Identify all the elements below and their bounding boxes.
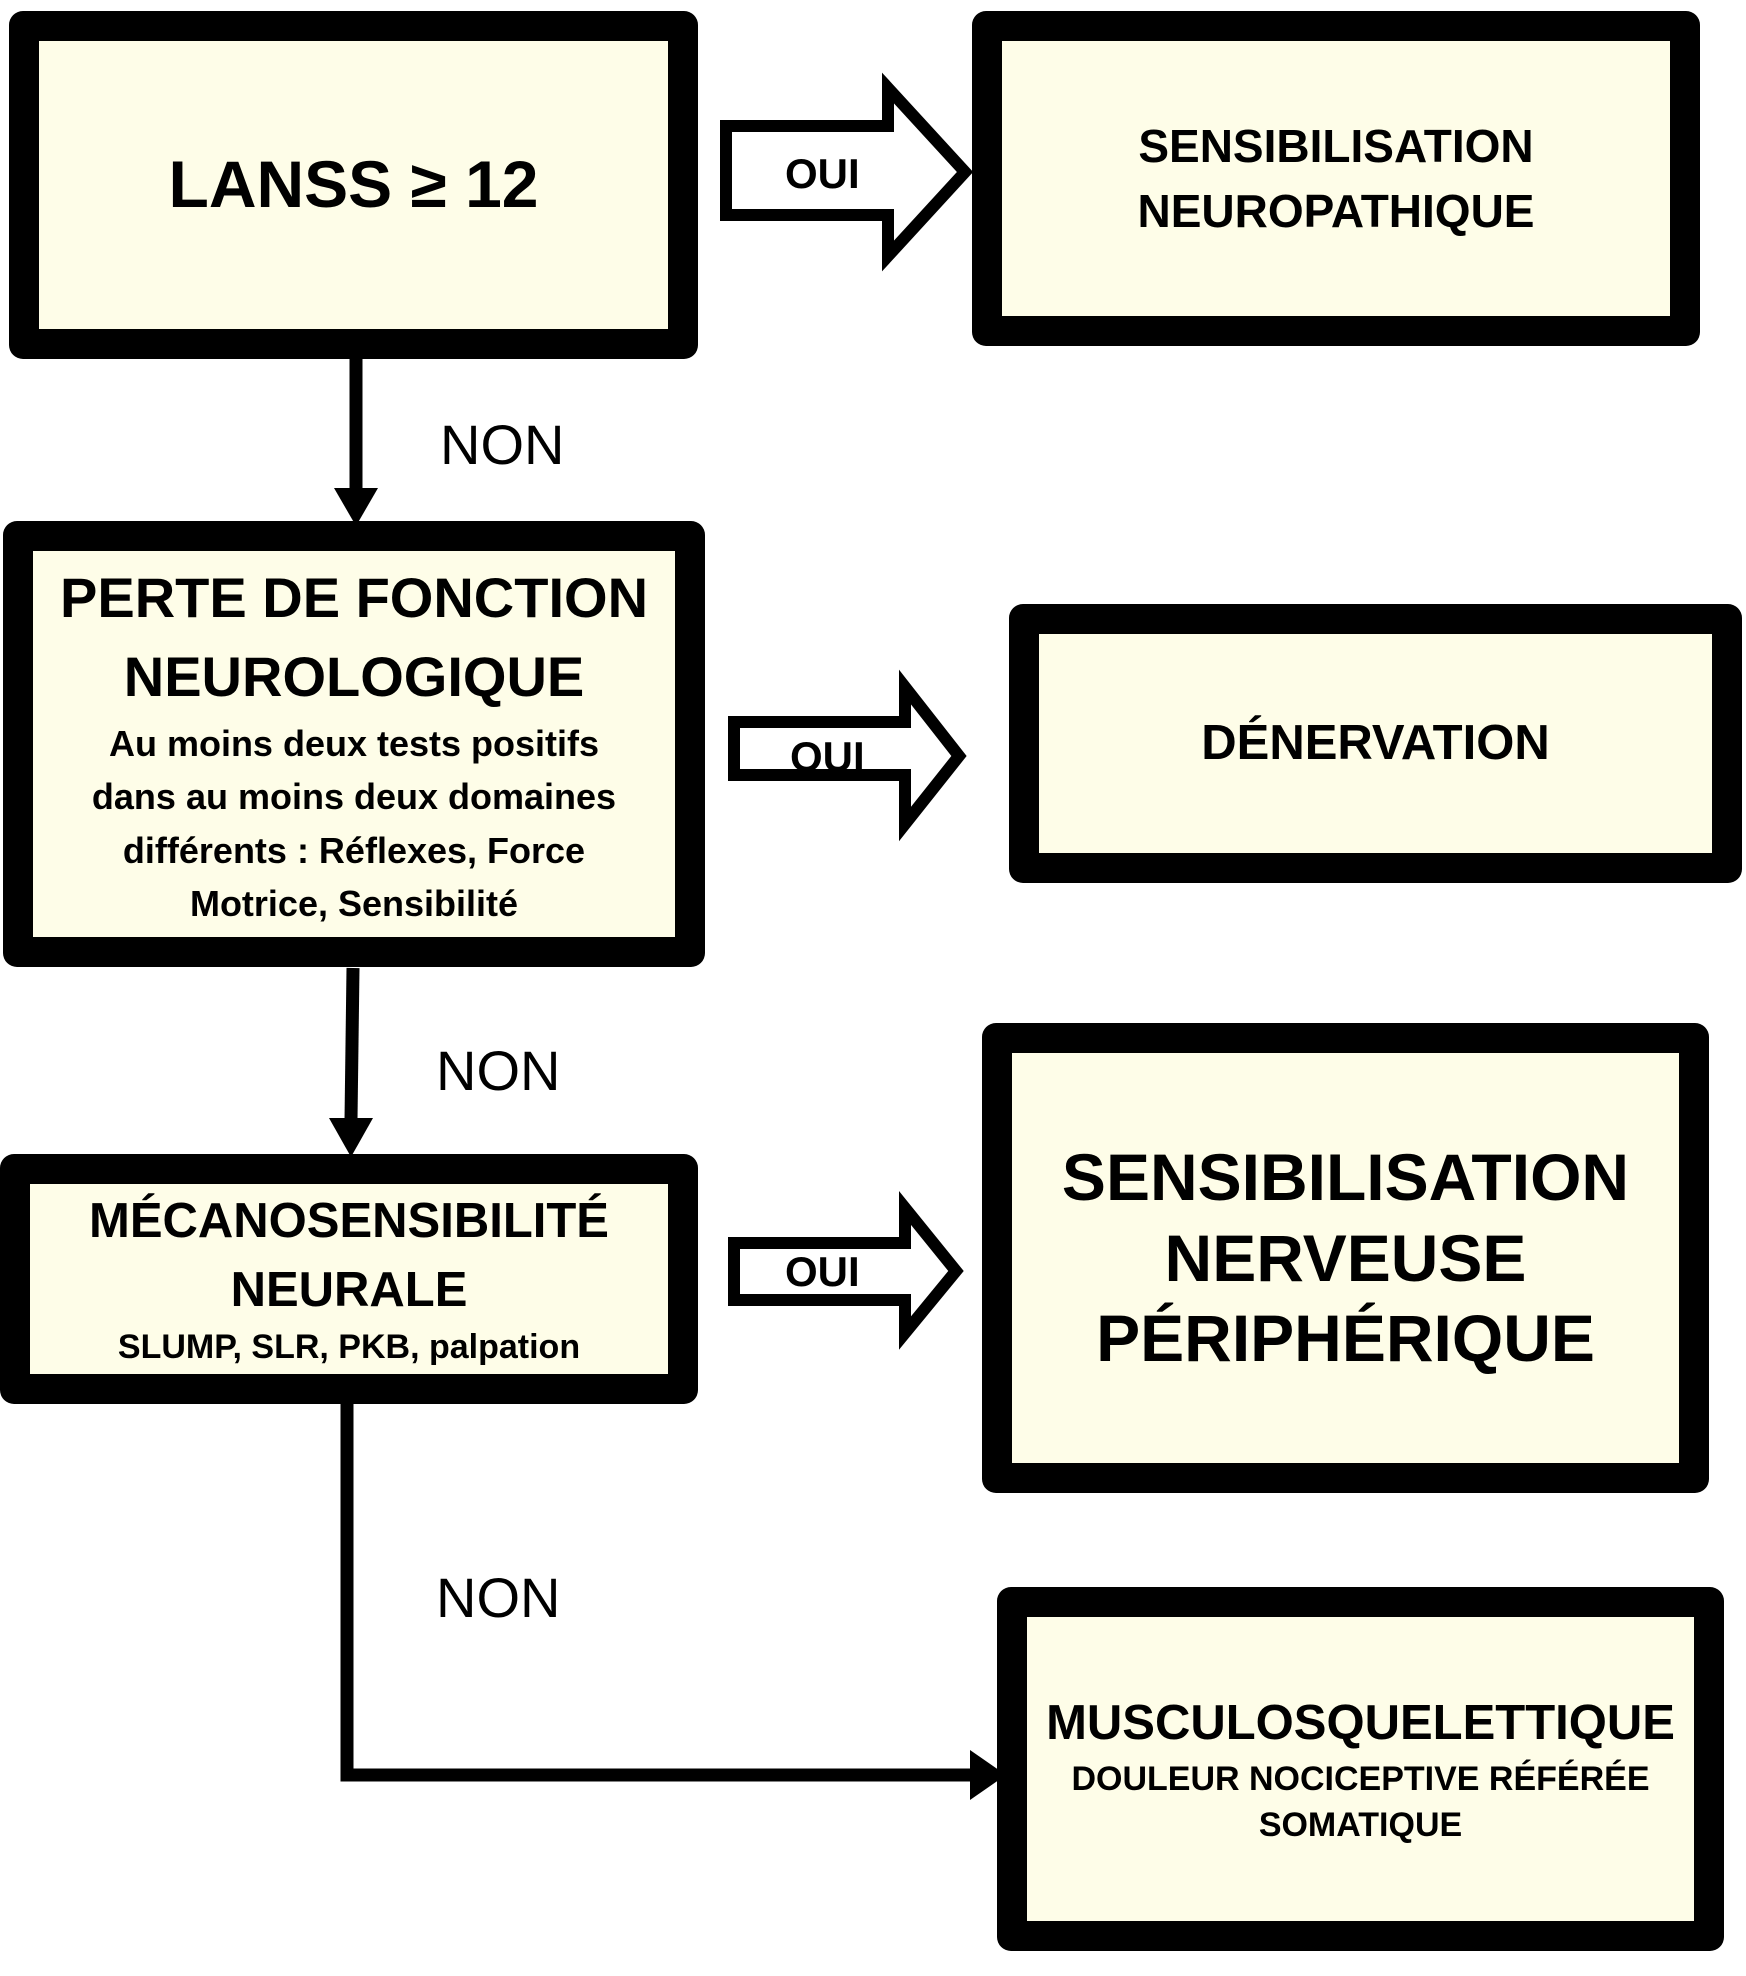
no-arrowhead-2: [329, 1118, 373, 1157]
no-connector-3: [340, 1400, 975, 1782]
sensibilisation-neuropathique-box: SENSIBILISATION NEUROPATHIQUE: [972, 11, 1700, 346]
meca-title-line2: NEURALE: [230, 1263, 468, 1318]
musculo-title: MUSCULOSQUELETTIQUE: [1046, 1695, 1675, 1750]
sensibilisation-nerveuse-box: SENSIBILISATION NERVEUSE PÉRIPHÉRIQUE: [982, 1023, 1709, 1493]
perte-title-line2: NEUROLOGIQUE: [123, 645, 585, 709]
lanss-box: LANSS ≥ 12: [9, 11, 698, 359]
perte-detail-line3: différents : Réflexes, Force: [122, 829, 586, 871]
no-label-2: NON: [436, 1039, 561, 1102]
musculo-sub-line1: DOULEUR NOCICEPTIVE RÉFÉRÉE: [1071, 1760, 1650, 1799]
no-connector-2: [344, 967, 360, 1121]
sens-neuro-line1: SENSIBILISATION: [1138, 120, 1534, 173]
meca-detail: SLUMP, SLR, PKB, palpation: [117, 1327, 581, 1366]
no-label-1: NON: [440, 413, 565, 476]
denervation-title: DÉNERVATION: [1201, 716, 1550, 771]
denervation-box: DÉNERVATION: [1009, 604, 1742, 883]
musculo-sub-line2: SOMATIQUE: [1258, 1806, 1463, 1845]
musculosquelettique-box: MUSCULOSQUELETTIQUE DOULEUR NOCICEPTIVE …: [997, 1587, 1724, 1951]
sens-nerv-line1: SENSIBILISATION: [1061, 1140, 1630, 1215]
perte-detail-line2: dans au moins deux domaines: [91, 776, 617, 818]
sens-nerv-line3: PÉRIPHÉRIQUE: [1096, 1301, 1595, 1376]
perte-title-line1: PERTE DE FONCTION: [59, 565, 649, 629]
yes-label-1: OUI: [785, 150, 860, 197]
yes-label-3: OUI: [785, 1248, 860, 1295]
sens-nerv-line2: NERVEUSE: [1164, 1220, 1527, 1295]
yes-label-2: OUI: [790, 733, 865, 780]
perte-box: PERTE DE FONCTION NEUROLOGIQUE Au moins …: [3, 521, 705, 967]
no-arrowhead-1: [334, 488, 378, 526]
yes-arrow-1: [720, 72, 974, 272]
perte-detail-line1: Au moins deux tests positifs: [108, 722, 600, 764]
meca-box: MÉCANOSENSIBILITÉ NEURALE SLUMP, SLR, PK…: [0, 1154, 698, 1404]
lanss-title: LANSS ≥ 12: [168, 147, 539, 222]
meca-title-line1: MÉCANOSENSIBILITÉ: [89, 1194, 609, 1249]
yes-arrow-3: [728, 1191, 964, 1350]
yes-arrow-2: [728, 669, 967, 842]
sens-neuro-line2: NEUROPATHIQUE: [1137, 184, 1535, 237]
no-label-3: NON: [436, 1566, 561, 1629]
no-arrowhead-3: [970, 1750, 1006, 1800]
perte-detail-line4: Motrice, Sensibilité: [189, 882, 519, 924]
